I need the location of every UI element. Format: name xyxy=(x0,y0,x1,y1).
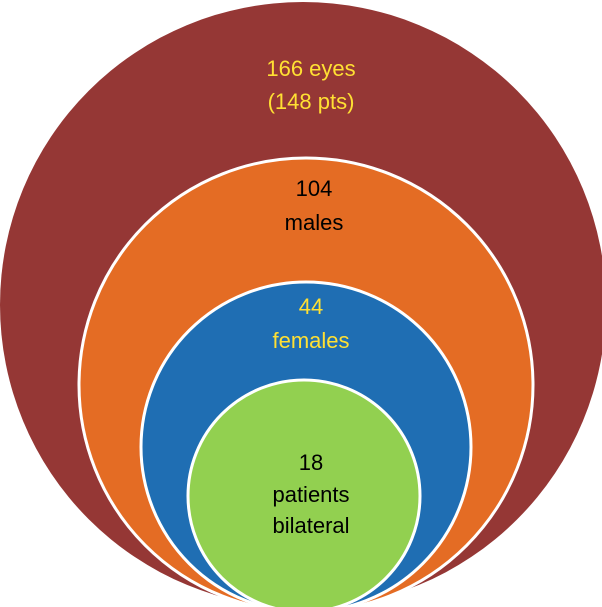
label-females-text: females xyxy=(272,328,349,353)
label-males-text: males xyxy=(285,210,344,235)
circle-bilateral-group xyxy=(186,378,422,607)
label-bilateral-count: 18 xyxy=(299,450,323,475)
label-females-count: 44 xyxy=(299,294,323,319)
label-bilateral-line-2: patients xyxy=(272,482,349,507)
label-eyes-line-2: (148 pts) xyxy=(268,89,355,114)
label-males-count: 104 xyxy=(296,176,333,201)
label-eyes-line-1: 166 eyes xyxy=(266,56,355,81)
circle-bilateral xyxy=(186,378,422,607)
label-bilateral-line-3: bilateral xyxy=(272,513,349,538)
